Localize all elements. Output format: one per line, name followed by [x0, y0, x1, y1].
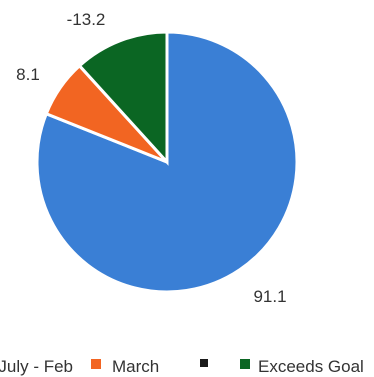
data-label-exceeds-goal: -13.2 — [67, 10, 106, 29]
legend-swatch-unlabeled — [200, 359, 208, 367]
pie-slices — [35, 30, 299, 294]
legend-swatch-march — [91, 359, 101, 369]
pie-slice-exceeds-goal — [77, 30, 169, 166]
legend-swatch-exceeds-goal — [240, 359, 250, 369]
legend-label-july-feb: July - Feb — [0, 357, 73, 376]
legend-label-march: March — [112, 357, 159, 376]
data-label-march: 8.1 — [16, 65, 40, 84]
legend: July - Feb March Exceeds Goal — [0, 357, 364, 376]
legend-label-exceeds-goal: Exceeds Goal — [258, 357, 364, 376]
data-label-july-feb: 91.1 — [253, 287, 286, 306]
